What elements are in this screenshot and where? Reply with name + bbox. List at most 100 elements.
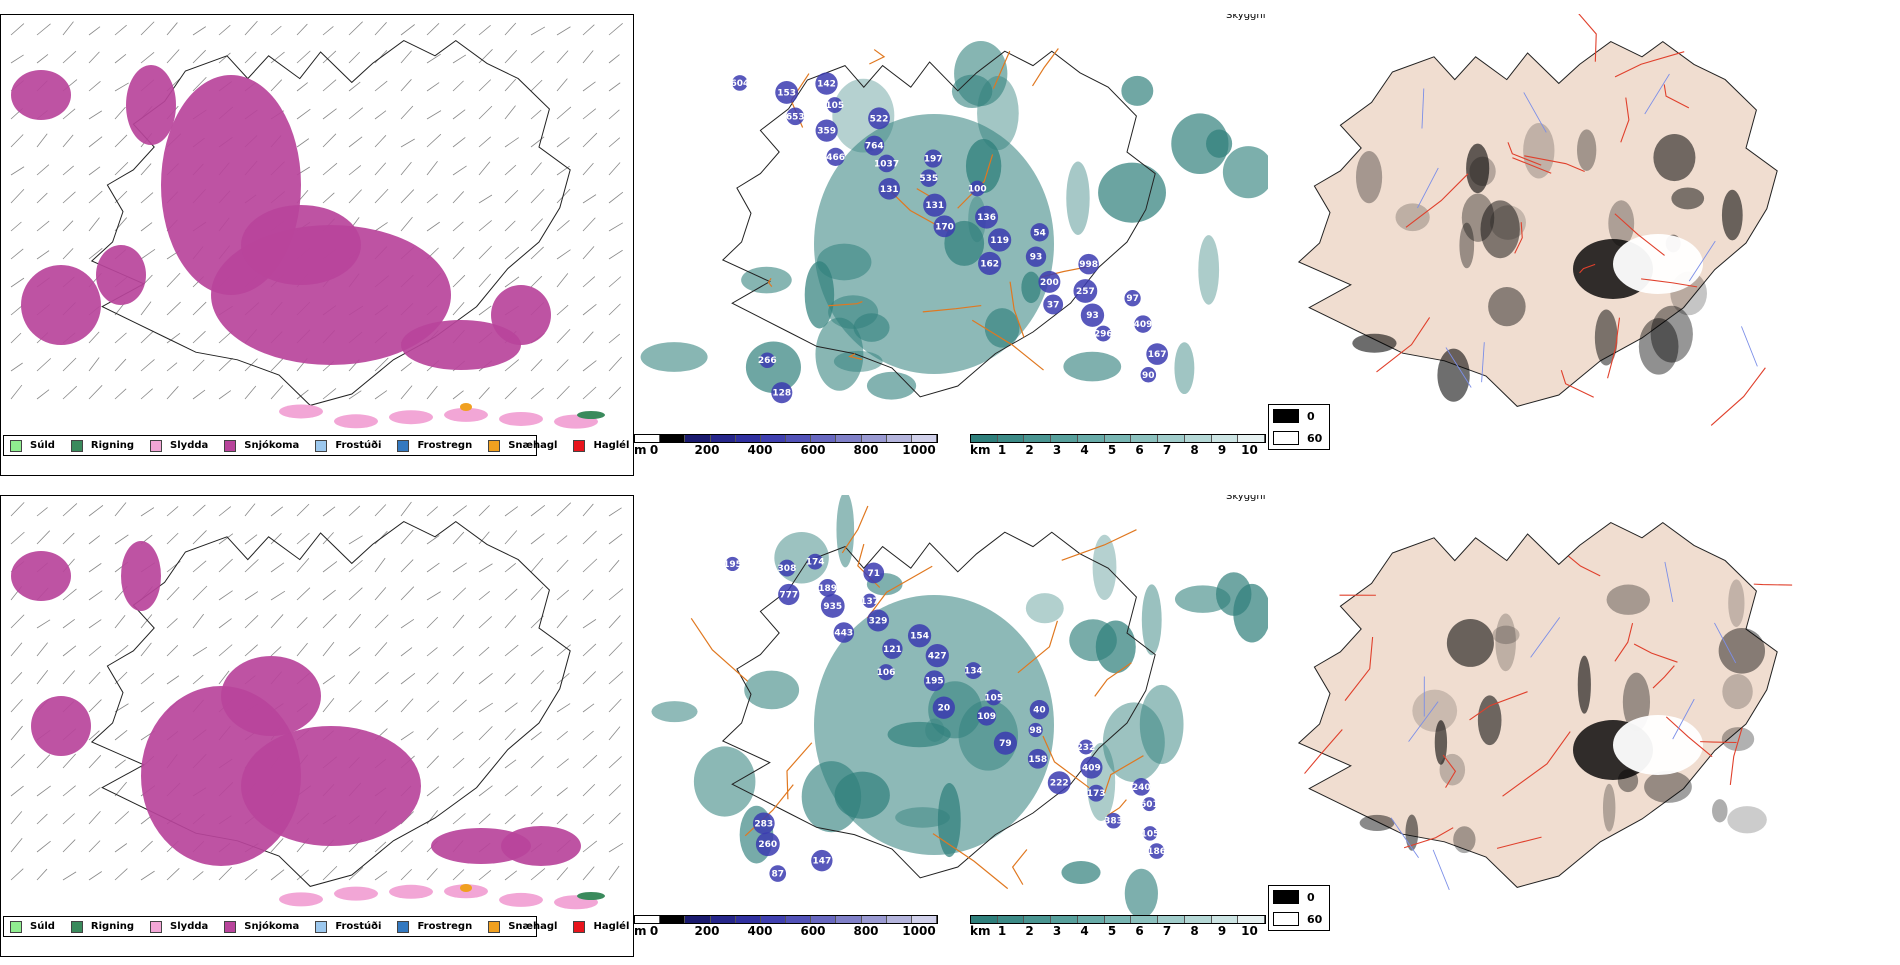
ceiling-label: 40 [1033, 706, 1046, 716]
legend-item: Súld [10, 921, 55, 933]
colorbar-tick: 800 [853, 924, 878, 938]
colorbar-tick: 200 [694, 924, 719, 938]
ceiling-label: 604 [730, 79, 749, 89]
ceiling-label: 522 [870, 114, 889, 124]
legend-item: Snæhagl [488, 440, 557, 452]
legend-swatch [315, 921, 327, 933]
fog-area [1459, 223, 1474, 269]
legend-label: Frostregn [417, 921, 472, 932]
low-visibility-area [641, 342, 708, 372]
low-visibility-area [1174, 342, 1194, 394]
colorbar-cell [1078, 916, 1105, 923]
low-visibility-area [1063, 352, 1121, 382]
colorbar-cell [1131, 916, 1158, 923]
snowfall-area [221, 656, 321, 736]
legend-label: Slydda [170, 921, 208, 932]
cloud-visibility-panel: UWC/IG-IS IT: 27.02.2026 18Z VT: Fös. 27… [634, 14, 1270, 484]
ceiling-label: 359 [817, 127, 836, 137]
fog-legend-value: 0 [1307, 891, 1315, 904]
ceiling-label: 136 [977, 213, 996, 223]
sleet-area [499, 893, 543, 907]
colorbar-tick: 6 [1135, 443, 1143, 457]
sleet-area [389, 410, 433, 424]
fog-area [1440, 754, 1466, 786]
snowfall-area [501, 826, 581, 866]
ceiling-label: 232 [1077, 743, 1096, 753]
fog-area [1727, 806, 1767, 833]
ceiling-label: 79 [999, 739, 1012, 749]
snowfall-area [31, 696, 91, 756]
fog-area [1722, 727, 1754, 751]
ceiling-label: 601 [1140, 800, 1159, 810]
legend-swatch [573, 440, 585, 452]
ceiling-label: 93 [1086, 311, 1099, 321]
ceiling-label: 158 [1028, 755, 1047, 765]
ceiling-label: 535 [919, 174, 938, 184]
low-visibility-area [1066, 162, 1089, 235]
colorbar-cell [660, 435, 685, 442]
colorbar-cell [971, 435, 998, 442]
colorbar-tick: 400 [747, 443, 772, 457]
colorbar-cell [761, 916, 786, 923]
snowfall-area [96, 245, 146, 305]
ice-cap [1613, 715, 1703, 775]
fog-area [1447, 619, 1494, 667]
cloud-title: Skyggni [1226, 14, 1266, 21]
colorbar-unit: km [970, 443, 990, 457]
colorbar-cell [1051, 916, 1078, 923]
legend-item: Snæhagl [488, 921, 557, 933]
colorbar-tick: 8 [1190, 924, 1198, 938]
fog-area [1360, 815, 1395, 831]
fog-legend-row: 60 [1269, 908, 1329, 930]
legend-item: Frostregn [397, 921, 472, 933]
ceiling-label: 409 [1082, 763, 1101, 773]
ceiling-label: 20 [938, 704, 951, 714]
fog-area [1523, 123, 1554, 178]
legend-label: Súld [30, 921, 55, 932]
fog-area [1719, 628, 1765, 674]
legend-item: Frostúði [315, 440, 381, 452]
precip-type-panel: UWC/DINI ISL IT: 27.02.2026 18Z VT: Fös.… [0, 495, 634, 957]
fog-legend-swatch [1273, 890, 1299, 904]
legend-swatch [397, 440, 409, 452]
sleet-area [499, 412, 543, 426]
legend-swatch [397, 921, 409, 933]
colorbar-cell [836, 916, 861, 923]
fog-area [1578, 656, 1591, 714]
colorbar-tick: 9 [1218, 924, 1226, 938]
low-visibility-area [694, 746, 756, 816]
legend-item: Slydda [150, 440, 208, 452]
colorbar-cell [660, 916, 685, 923]
ceiling-label: 109 [977, 712, 996, 722]
ceiling-label: 222 [1050, 779, 1069, 789]
colorbar-tick: 1000 [902, 924, 935, 938]
colorbar-tick: 8 [1190, 443, 1198, 457]
legend-swatch [71, 921, 83, 933]
colorbar-cell [1078, 435, 1105, 442]
fog-legend-value: 60 [1307, 913, 1322, 926]
snowfall-area [21, 265, 101, 345]
low-visibility-area [1061, 861, 1100, 884]
colorbar-tick: 7 [1163, 443, 1171, 457]
ceiling-label: 200 [1040, 278, 1059, 288]
legend-swatch [573, 921, 585, 933]
ceiling-label: 260 [758, 840, 777, 850]
fog-indicator-panel: Skyggni UWC/DINI ISL IT: 27.02.2026 18Z … [1226, 495, 1900, 965]
colorbar-cell [1158, 916, 1185, 923]
legend-item: Haglél [573, 440, 629, 452]
low-visibility-area [1121, 76, 1153, 106]
ceiling-label: 147 [812, 857, 831, 867]
ceiling-label: 54 [1033, 228, 1046, 238]
ceiling-label: 329 [869, 617, 888, 627]
ceiling-label: 189 [818, 584, 837, 594]
ceiling-label: 174 [806, 558, 825, 568]
fog-area [1395, 203, 1429, 231]
fog-area [1352, 334, 1396, 353]
ice-cap [1613, 234, 1703, 294]
colorbar-tick: 4 [1080, 924, 1088, 938]
colorbar-cell [786, 435, 811, 442]
ceiling-label: 383 [1104, 817, 1123, 827]
